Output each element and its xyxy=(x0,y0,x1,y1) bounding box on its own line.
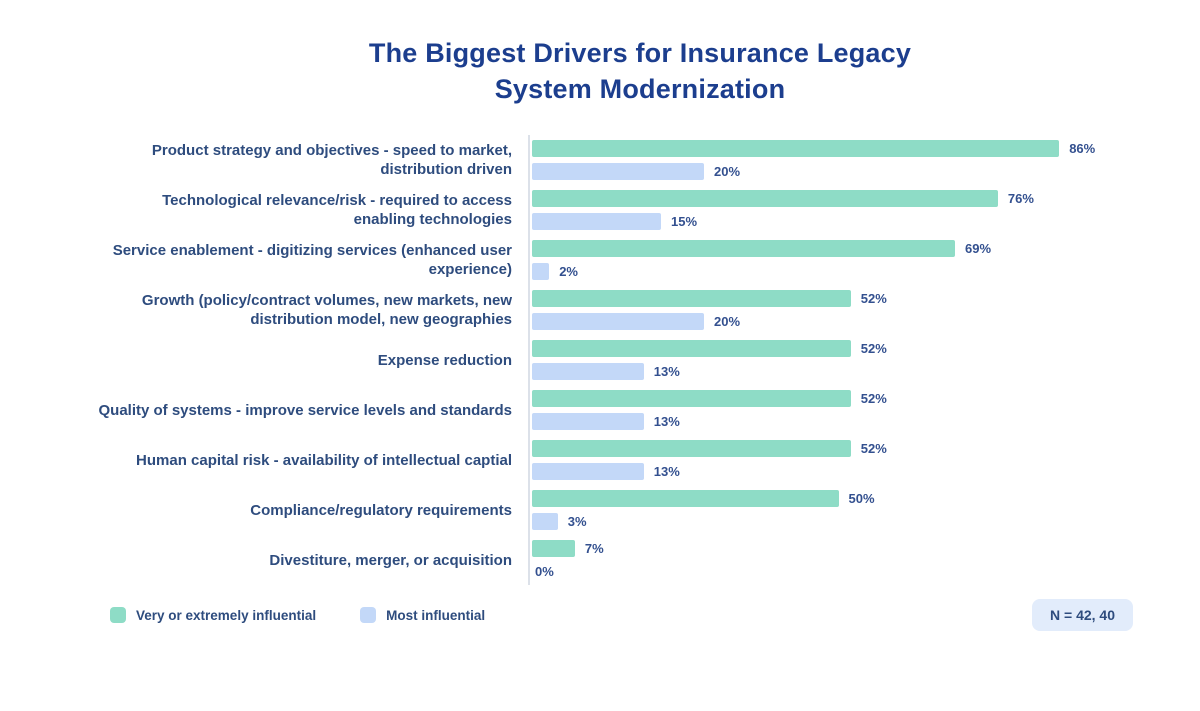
bar-row: 86% xyxy=(532,140,1200,158)
bar-value-label: 50% xyxy=(848,491,875,507)
bar-row: 13% xyxy=(532,363,1200,381)
chart-row: Divestiture, merger, or acquisition 7% 0% xyxy=(98,535,1200,586)
chart-footer: Very or extremely influential Most influe… xyxy=(0,599,1200,632)
bar-most-influential xyxy=(532,313,704,331)
bar-row: 0% xyxy=(532,563,1200,580)
bar-row: 13% xyxy=(532,413,1200,431)
bar-row: 52% xyxy=(532,390,1200,408)
bar-most-influential xyxy=(532,213,661,231)
bar-most-influential xyxy=(532,513,558,531)
category-label: Service enablement - digitizing services… xyxy=(112,241,512,279)
chart-row: Expense reduction 52% 13% xyxy=(98,335,1200,386)
bar-very-influential xyxy=(532,140,1060,158)
bar-most-influential xyxy=(532,263,550,281)
legend-swatch-most-influential xyxy=(360,607,377,624)
bar-row: 20% xyxy=(532,163,1200,181)
bar-value-label: 2% xyxy=(559,264,578,280)
bar-value-label: 20% xyxy=(714,314,741,330)
category-label: Expense reduction xyxy=(377,351,512,369)
bar-row: 15% xyxy=(532,213,1200,231)
legend: Very or extremely influential Most influe… xyxy=(110,607,486,624)
bar-value-label: 13% xyxy=(653,464,680,480)
category-label: Compliance/regulatory requirements xyxy=(250,501,512,519)
category-label: Quality of systems - improve service lev… xyxy=(98,401,512,419)
chart-row: Technological relevance/risk - required … xyxy=(98,185,1200,236)
bar-row: 3% xyxy=(532,513,1200,531)
sample-size-badge: N = 42, 40 xyxy=(1032,599,1133,632)
legend-label: Very or extremely influential xyxy=(136,607,317,623)
bar-value-label: 3% xyxy=(567,514,587,530)
bar-very-influential xyxy=(532,540,575,558)
bar-group: 52% 13% xyxy=(528,385,1200,436)
bar-value-label: 52% xyxy=(860,441,887,457)
bar-group: 52% 13% xyxy=(528,435,1200,486)
bar-very-influential xyxy=(532,340,851,358)
bar-value-label: 20% xyxy=(714,164,741,180)
bar-value-label: 76% xyxy=(1007,191,1034,207)
bar-row: 13% xyxy=(532,463,1200,481)
category-label: Technological relevance/risk - required … xyxy=(162,191,512,229)
bar-most-influential xyxy=(532,413,644,431)
bar-row: 50% xyxy=(532,490,1200,508)
category-label: Human capital risk - availability of int… xyxy=(136,451,512,469)
bar-group: 69% 2% xyxy=(528,235,1200,286)
bar-very-influential xyxy=(532,290,851,308)
bar-chart: Product strategy and objectives - speed … xyxy=(0,135,1200,586)
legend-item: Most influential xyxy=(360,607,486,624)
bar-value-label: 13% xyxy=(653,414,680,430)
bar-very-influential xyxy=(532,240,955,258)
bar-most-influential xyxy=(532,163,704,181)
bar-row: 20% xyxy=(532,313,1200,331)
bar-value-label: 0% xyxy=(535,564,554,580)
bar-group: 52% 13% xyxy=(528,335,1200,386)
bar-row: 69% xyxy=(532,240,1200,258)
legend-item: Very or extremely influential xyxy=(110,607,317,624)
bar-group: 86% 20% xyxy=(528,135,1200,186)
chart-title-line2: System Modernization xyxy=(494,73,786,104)
bar-value-label: 69% xyxy=(965,241,992,257)
bar-row: 52% xyxy=(532,290,1200,308)
bar-value-label: 52% xyxy=(860,391,887,407)
category-label: Product strategy and objectives - speed … xyxy=(151,141,512,179)
bar-value-label: 13% xyxy=(653,364,680,380)
category-label: Growth (policy/contract volumes, new mar… xyxy=(141,291,512,329)
chart-title: The Biggest Drivers for Insurance Legacy… xyxy=(0,36,1200,107)
bar-value-label: 52% xyxy=(860,291,887,307)
bar-most-influential xyxy=(532,463,644,481)
chart-row: Service enablement - digitizing services… xyxy=(98,235,1200,286)
chart-row: Product strategy and objectives - speed … xyxy=(98,135,1200,186)
bar-row: 7% xyxy=(532,540,1200,558)
chart-row: Growth (policy/contract volumes, new mar… xyxy=(98,285,1200,336)
chart-page: The Biggest Drivers for Insurance Legacy… xyxy=(0,36,1200,711)
bar-row: 2% xyxy=(532,263,1200,281)
bar-value-label: 52% xyxy=(860,341,887,357)
bar-value-label: 7% xyxy=(584,541,604,557)
chart-row: Human capital risk - availability of int… xyxy=(98,435,1200,486)
legend-swatch-very-influential xyxy=(110,607,126,624)
chart-title-line1: The Biggest Drivers for Insurance Legacy xyxy=(368,38,912,68)
bar-row: 52% xyxy=(532,340,1200,358)
chart-row: Quality of systems - improve service lev… xyxy=(98,385,1200,436)
bar-very-influential xyxy=(532,490,839,508)
bar-very-influential xyxy=(532,390,851,408)
bar-value-label: 15% xyxy=(671,214,698,230)
category-label: Divestiture, merger, or acquisition xyxy=(269,551,512,569)
bar-group: 52% 20% xyxy=(528,285,1200,336)
bar-row: 76% xyxy=(532,190,1200,208)
bar-very-influential xyxy=(532,440,851,458)
chart-row: Compliance/regulatory requirements 50% 3% xyxy=(98,485,1200,536)
bar-group: 50% 3% xyxy=(528,485,1200,536)
bar-most-influential xyxy=(532,363,644,381)
bar-group: 7% 0% xyxy=(528,535,1200,586)
bar-group: 76% 15% xyxy=(528,185,1200,236)
legend-label: Most influential xyxy=(386,607,486,623)
bar-very-influential xyxy=(532,190,998,208)
bar-row: 52% xyxy=(532,440,1200,458)
bar-value-label: 86% xyxy=(1069,141,1096,157)
